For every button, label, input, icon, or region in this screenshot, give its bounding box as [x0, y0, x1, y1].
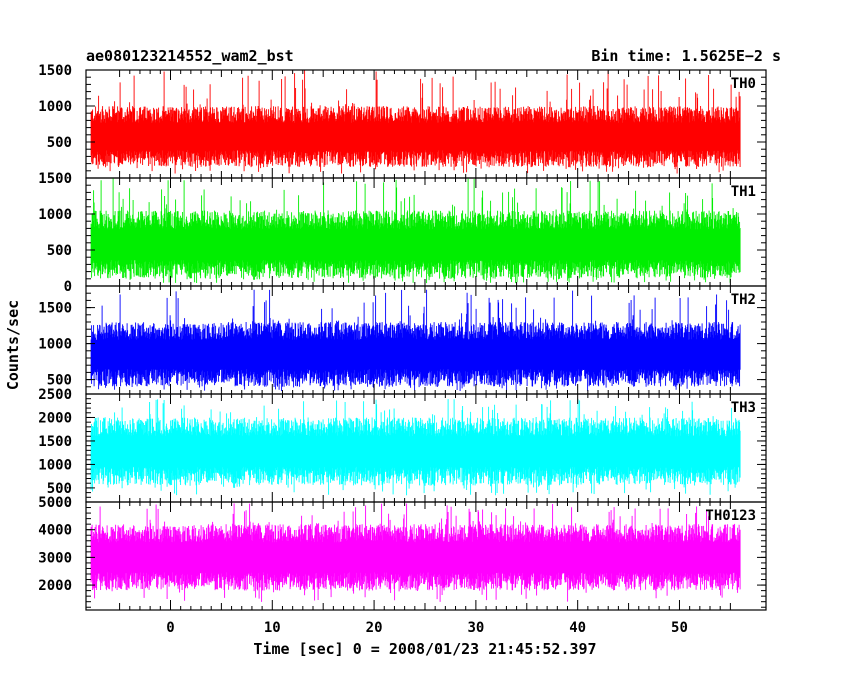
y-tick-label: 1500 — [38, 434, 72, 450]
y-tick-label: 1000 — [38, 207, 72, 223]
y-tick-label: 1500 — [38, 301, 72, 317]
panel-label-th3: TH3 — [731, 400, 756, 416]
series-trace-th3 — [90, 399, 741, 496]
panel-th0: 500 1000 1500 TH0 — [38, 63, 767, 179]
panel-label-th1: TH1 — [731, 184, 756, 200]
bin-time-label: Bin time: 1.5625E−2 s — [591, 47, 781, 65]
y-tick-label: 1500 — [38, 63, 72, 79]
y-tick-label: 1000 — [38, 99, 72, 115]
y-tick-label: 1000 — [38, 337, 72, 353]
series-trace-th0 — [90, 70, 741, 174]
panel-label-th2: TH2 — [731, 292, 756, 308]
y-tick-label: 3000 — [38, 550, 72, 566]
y-axis-label: Counts/sec — [4, 300, 22, 390]
y-tick-label: 1000 — [38, 457, 72, 473]
chart-title: ae080123214552_wam2_bst — [86, 47, 294, 65]
y-tick-label: 5000 — [38, 495, 72, 511]
y-tick-label: 0 — [64, 279, 72, 295]
panels: 50010001500TH0050010001500TH150010001500… — [38, 63, 767, 636]
y-tick-label: 1500 — [38, 171, 72, 187]
y-tick-label: 500 — [47, 481, 72, 497]
y-tick-label: 2500 — [38, 387, 72, 403]
x-tick-label: 10 — [264, 620, 281, 636]
panel-frame — [85, 501, 767, 611]
series-trace-th2 — [90, 289, 741, 391]
x-tick-label: 20 — [366, 620, 383, 636]
panel-th0123: 2000 3000 4000 5000 TH0123 — [38, 495, 767, 611]
y-tick-label: 4000 — [38, 523, 72, 539]
panel-label-th0123: TH0123 — [705, 508, 756, 524]
x-tick-label: 30 — [467, 620, 484, 636]
y-tick-label: 2000 — [38, 578, 72, 594]
x-tick-label: 40 — [569, 620, 586, 636]
y-tick-label: 500 — [47, 135, 72, 151]
y-tick-label: 500 — [47, 373, 72, 389]
panel-th1: 0 500 1000 1500 TH1 — [38, 171, 767, 295]
x-tick-label: 0 — [166, 620, 174, 636]
panel-th3: 500 1000 1500 2000 2500 TH3 — [38, 387, 767, 503]
y-tick-label: 2000 — [38, 410, 72, 426]
panel-label-th0: TH0 — [731, 76, 756, 92]
y-tick-label: 500 — [47, 243, 72, 259]
x-axis-label: Time [sec] 0 = 2008/01/23 21:45:52.397 — [253, 640, 596, 658]
panel-th2: 500 1000 1500 TH2 — [38, 285, 767, 395]
series-trace-th1 — [90, 178, 741, 284]
series-trace-th0123 — [90, 503, 741, 602]
x-tick-label: 50 — [671, 620, 688, 636]
